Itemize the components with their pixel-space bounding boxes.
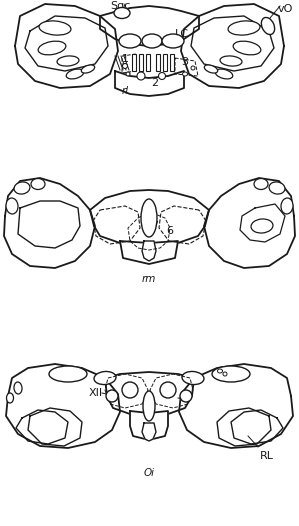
- Ellipse shape: [281, 198, 293, 214]
- Ellipse shape: [269, 182, 285, 194]
- Ellipse shape: [137, 72, 145, 80]
- Ellipse shape: [162, 34, 184, 48]
- Text: 8: 8: [182, 394, 190, 404]
- Text: 2: 2: [151, 78, 158, 88]
- Ellipse shape: [215, 69, 233, 79]
- Ellipse shape: [217, 369, 222, 373]
- Polygon shape: [115, 71, 184, 96]
- Text: XII: XII: [89, 388, 103, 398]
- Polygon shape: [100, 6, 199, 46]
- Text: 3: 3: [181, 57, 188, 67]
- Ellipse shape: [106, 390, 118, 402]
- Polygon shape: [142, 241, 156, 261]
- Text: rm: rm: [142, 274, 156, 284]
- Text: 5: 5: [141, 214, 149, 224]
- Polygon shape: [15, 4, 118, 88]
- Ellipse shape: [254, 178, 268, 189]
- Ellipse shape: [66, 69, 84, 79]
- Polygon shape: [4, 178, 95, 268]
- Ellipse shape: [119, 34, 141, 48]
- Polygon shape: [130, 411, 168, 440]
- Ellipse shape: [126, 72, 130, 76]
- Polygon shape: [170, 54, 174, 71]
- Ellipse shape: [143, 391, 155, 421]
- Ellipse shape: [31, 178, 45, 189]
- Ellipse shape: [123, 64, 127, 68]
- Ellipse shape: [7, 393, 13, 403]
- Polygon shape: [181, 4, 284, 88]
- Polygon shape: [142, 423, 156, 441]
- Ellipse shape: [49, 366, 87, 382]
- Text: vO: vO: [278, 4, 293, 14]
- Ellipse shape: [182, 72, 187, 76]
- Ellipse shape: [38, 41, 66, 55]
- Ellipse shape: [191, 66, 195, 70]
- Text: 1: 1: [121, 54, 129, 64]
- Polygon shape: [132, 54, 136, 71]
- Text: Sgc: Sgc: [110, 1, 130, 11]
- Ellipse shape: [39, 21, 71, 35]
- Text: 6: 6: [167, 226, 173, 236]
- Ellipse shape: [160, 382, 176, 398]
- Ellipse shape: [114, 7, 130, 18]
- Ellipse shape: [14, 382, 22, 394]
- Ellipse shape: [141, 199, 157, 237]
- Polygon shape: [163, 54, 167, 71]
- Ellipse shape: [261, 17, 275, 35]
- Ellipse shape: [57, 56, 79, 66]
- Polygon shape: [146, 54, 150, 71]
- Polygon shape: [179, 364, 293, 448]
- Ellipse shape: [142, 34, 162, 48]
- Ellipse shape: [158, 73, 166, 79]
- Text: LC: LC: [175, 29, 189, 39]
- Text: Oi: Oi: [144, 468, 155, 478]
- Ellipse shape: [251, 219, 273, 233]
- Text: 4: 4: [144, 243, 151, 253]
- Ellipse shape: [204, 65, 218, 73]
- Ellipse shape: [6, 198, 18, 214]
- Ellipse shape: [14, 182, 30, 194]
- Text: 7: 7: [151, 221, 158, 231]
- Ellipse shape: [182, 371, 204, 385]
- Polygon shape: [139, 54, 143, 71]
- Text: g: g: [219, 364, 225, 374]
- Text: rl: rl: [121, 86, 129, 96]
- Ellipse shape: [228, 21, 260, 35]
- Ellipse shape: [122, 382, 138, 398]
- Polygon shape: [90, 190, 209, 246]
- Ellipse shape: [81, 65, 95, 73]
- Ellipse shape: [223, 372, 227, 376]
- Polygon shape: [120, 241, 178, 264]
- Ellipse shape: [233, 41, 261, 55]
- Ellipse shape: [220, 56, 242, 66]
- Polygon shape: [105, 372, 194, 416]
- Ellipse shape: [180, 390, 192, 402]
- Polygon shape: [6, 364, 120, 448]
- Polygon shape: [156, 54, 160, 71]
- Ellipse shape: [212, 366, 250, 382]
- Text: RL: RL: [260, 451, 274, 461]
- Ellipse shape: [94, 371, 116, 385]
- Polygon shape: [204, 178, 295, 268]
